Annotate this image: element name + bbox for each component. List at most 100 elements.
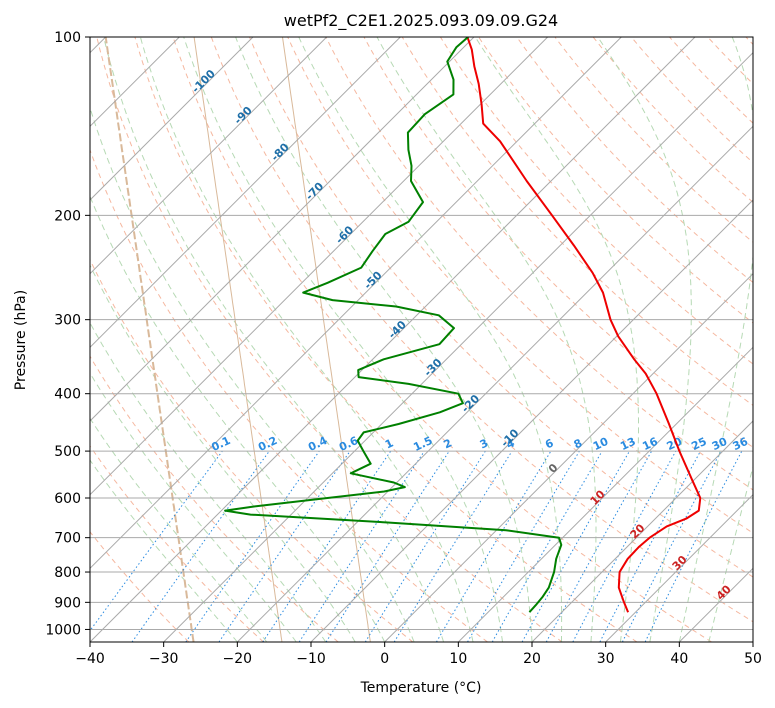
isotherm-label: -40	[386, 318, 409, 341]
axes: −40 −30 −20 −10 0 10 20 30 40 50 100 200 300 400 500 60…	[45, 30, 762, 667]
mixing-ratio-line	[298, 450, 425, 642]
y-tick-label: 300	[54, 313, 81, 329]
moist-adiabat-line	[90, 372, 297, 642]
isotherm-label: -80	[269, 140, 292, 163]
isotherm-line	[90, 37, 696, 642]
y-tick-label: 600	[54, 491, 81, 507]
isotherm-label: 20	[628, 521, 648, 541]
mixing-ratio-line	[467, 450, 580, 642]
saturation-curve	[193, 37, 283, 642]
dry-adiabat-line	[287, 37, 753, 534]
chart-title: wetPf2_C2E1.2025.093.09.09.G24	[284, 11, 558, 31]
mixing-ratio-line	[185, 450, 320, 642]
isotherm-line	[531, 420, 753, 642]
y-tick-label: 700	[54, 531, 81, 547]
isotherm-label: -90	[232, 104, 255, 127]
mixing-ratio-line	[572, 450, 677, 642]
x-tick-label: 40	[670, 651, 688, 667]
isotherm-label: 30	[670, 553, 690, 573]
dry-adiabat-line	[90, 148, 488, 642]
isotherm-line	[384, 272, 753, 642]
mixing-ratio-line	[262, 450, 392, 642]
isotherm-line	[236, 125, 753, 642]
isotherm-line	[90, 37, 328, 275]
dry-adiabat-line	[478, 37, 753, 324]
mixing-ratio-line	[521, 450, 630, 642]
isotherm-label: -60	[333, 223, 356, 246]
x-tick-label: 10	[449, 651, 467, 667]
moist-adiabat-line	[678, 37, 753, 642]
mixing-ratio-label: 30	[710, 435, 730, 453]
mixing-ratio-label: 36	[731, 435, 751, 453]
mixing-ratio-line	[644, 450, 743, 642]
mixing-ratio-label: 16	[640, 435, 660, 453]
x-tick-label: 30	[597, 651, 615, 667]
moist-adiabat-line	[90, 417, 268, 642]
mixing-ratio-line	[393, 450, 513, 642]
moist-adiabat-line	[474, 37, 639, 642]
isotherm-label: -50	[361, 269, 384, 292]
isotherm-line	[90, 37, 622, 570]
line-labels: 0.1 0.2 0.4 0.6 1 1.5 2 3 4 6 8 10 13 16 20 25 30 36-100-…	[189, 67, 750, 603]
mixing-ratio-label: 6	[543, 436, 556, 451]
dry-adiabat-line	[210, 37, 753, 623]
moist-adiabat-line	[708, 465, 753, 642]
mixing-ratio-line	[218, 450, 351, 642]
dry-adiabat-line	[90, 355, 339, 642]
mixing-ratio-line	[325, 450, 450, 642]
saturation-curve	[282, 37, 371, 642]
isotherm-line	[90, 37, 401, 349]
plot-frame	[89, 36, 754, 643]
y-tick-label: 900	[54, 595, 81, 611]
moist-adiabat-line	[235, 37, 533, 642]
moist-adiabat-line	[90, 195, 386, 642]
isotherm-line	[90, 37, 254, 201]
moist-adiabat-line	[298, 37, 563, 642]
isotherm-line	[752, 641, 753, 642]
isotherm-line	[678, 567, 753, 642]
isotherm-line	[605, 493, 753, 642]
dry-adiabat-line	[745, 37, 753, 46]
isotherm-line	[310, 199, 753, 642]
isotherm-label: 40	[714, 582, 734, 602]
moist-adiabat-line	[103, 37, 445, 642]
y-tick-label: 100	[54, 30, 81, 46]
x-tick-label: 50	[744, 651, 762, 667]
x-tick-label: 20	[523, 651, 541, 667]
x-tick-label: −10	[296, 651, 326, 667]
mixing-ratio-label: 1	[383, 436, 395, 451]
dry-adiabat-line	[90, 531, 190, 642]
mixing-ratio-label: 2	[442, 436, 454, 451]
moist-adiabat-line	[90, 321, 327, 642]
y-tick-label: 400	[54, 387, 81, 403]
mixing-ratio-label: 13	[618, 435, 637, 453]
mixing-ratio-line	[131, 450, 270, 642]
temperature-profile-line	[466, 37, 702, 613]
mixing-ratio-line	[90, 450, 223, 632]
profile-series	[224, 37, 702, 613]
mixing-ratio-label: 3	[478, 436, 490, 451]
x-tick-label: −40	[75, 651, 105, 667]
dry-adiabat-line	[172, 37, 712, 642]
isotherm-line	[457, 346, 753, 642]
isotherm-line	[90, 37, 475, 422]
dry-adiabat-line	[439, 37, 753, 365]
moist-adiabat-line	[183, 37, 503, 642]
x-axis-label: Temperature (°C)	[360, 680, 482, 696]
dewpoint-profile-line	[224, 37, 563, 613]
dry-adiabat-line	[249, 37, 753, 578]
dry-adiabat-line	[516, 37, 753, 284]
isotherm-label: -10	[498, 426, 521, 449]
y-tick-label: 200	[54, 208, 81, 224]
moist-adiabat-line	[90, 264, 356, 642]
dry-adiabat-line	[707, 37, 753, 85]
isotherm-line	[163, 51, 753, 642]
background-lines	[90, 37, 753, 642]
x-tick-label: −20	[223, 651, 253, 667]
dry-adiabat-line	[96, 37, 563, 642]
moist-adiabat-line	[90, 106, 415, 642]
y-tick-label: 500	[54, 444, 81, 460]
x-tick-label: −30	[149, 651, 179, 667]
dry-adiabat-line	[90, 445, 264, 642]
